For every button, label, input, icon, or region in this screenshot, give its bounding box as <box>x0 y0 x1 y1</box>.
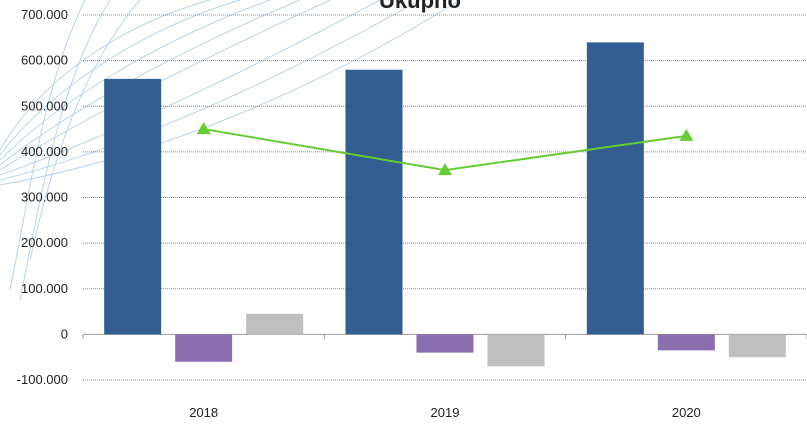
y-tick-label: 300.000 <box>21 190 68 205</box>
bar <box>658 334 715 350</box>
x-tick-label: 2018 <box>189 405 218 420</box>
y-tick-label: 700.000 <box>21 7 68 22</box>
bar <box>104 79 161 335</box>
y-tick-label: 0 <box>61 326 68 341</box>
bar <box>417 334 474 352</box>
x-tick-label: 2019 <box>431 405 460 420</box>
y-tick-label: -100.000 <box>17 372 68 387</box>
y-tick-label: 100.000 <box>21 281 68 296</box>
bar <box>488 334 545 366</box>
bar <box>729 334 786 357</box>
marker <box>197 122 211 134</box>
marker <box>679 129 693 141</box>
y-tick-label: 400.000 <box>21 144 68 159</box>
chart-title: Ukupno <box>379 0 461 13</box>
bar <box>587 42 644 334</box>
bar <box>346 70 403 335</box>
y-tick-label: 500.000 <box>21 98 68 113</box>
y-tick-label: 600.000 <box>21 53 68 68</box>
bar <box>246 314 303 335</box>
bar <box>175 334 232 361</box>
y-tick-label: 200.000 <box>21 235 68 250</box>
x-tick-label: 2020 <box>672 405 701 420</box>
chart: Ukupno -100.000 0 100.000 200.000 300.000 400… <box>0 0 807 424</box>
